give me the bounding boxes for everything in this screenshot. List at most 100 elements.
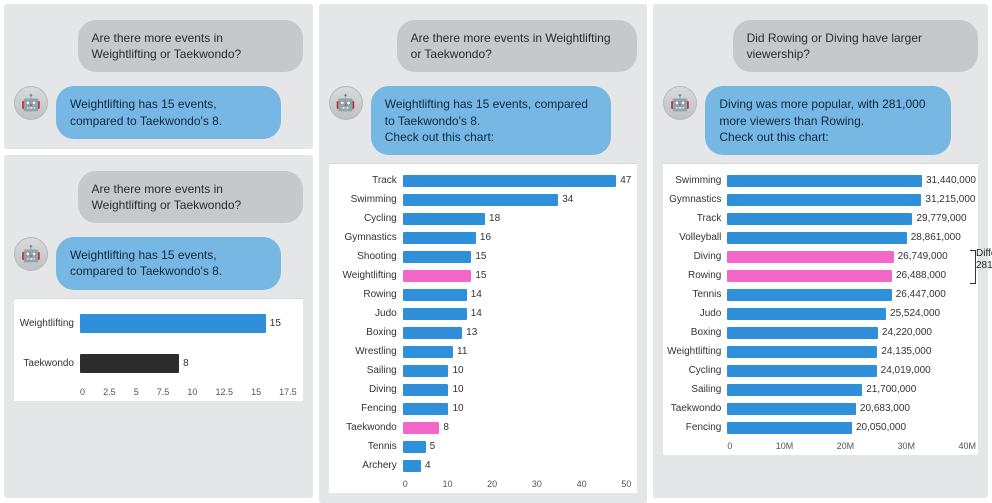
bar <box>727 251 893 264</box>
bar-row: Fencing 20,050,000 <box>665 419 976 437</box>
bar-value: 21,700,000 <box>866 384 916 395</box>
user-message: Are there more events in Weightlifting o… <box>78 20 303 72</box>
bar-row: Volleyball 28,861,000 <box>665 229 976 247</box>
bar <box>403 403 449 416</box>
user-message: Are there more events in Weightlifting o… <box>397 20 638 72</box>
bar-label: Tennis <box>331 441 403 452</box>
bar-value: 14 <box>471 308 482 319</box>
bar-value: 24,220,000 <box>882 327 932 338</box>
bar-row: Taekwondo 20,683,000 <box>665 400 976 418</box>
bar <box>403 251 472 264</box>
bar <box>727 327 878 340</box>
bar <box>727 289 891 302</box>
bar-value: 31,440,000 <box>926 175 976 186</box>
bar-row: Swimming 34 <box>331 191 632 209</box>
bar-value: 11 <box>457 346 467 357</box>
bar-label: Volleyball <box>665 232 727 243</box>
bar-label: Track <box>665 213 727 224</box>
bar-row: Weightlifting 15 <box>331 267 632 285</box>
bar-row: Gymnastics 16 <box>331 229 632 247</box>
bar-label: Weightlifting <box>331 270 403 281</box>
bar-row: Shooting 15 <box>331 248 632 266</box>
bar <box>727 384 862 397</box>
bot-avatar-icon: 🤖 <box>14 86 48 120</box>
bar-label: Sailing <box>665 384 727 395</box>
bar-value: 25,524,000 <box>890 308 940 319</box>
user-message: Did Rowing or Diving have larger viewers… <box>733 20 978 72</box>
bar-row: Fencing 10 <box>331 400 632 418</box>
bar-label: Taekwondo <box>665 403 727 414</box>
bar-row: Taekwondo 8 <box>16 347 297 381</box>
bar <box>727 232 906 245</box>
bar-label: Fencing <box>331 403 403 414</box>
bar <box>727 365 876 378</box>
bar <box>403 441 426 454</box>
bar-row: Rowing 14 <box>331 286 632 304</box>
events-chart-full: Track 47 Swimming 34 Cycling 18 Gymnasti… <box>329 163 638 493</box>
bar-value: 24,019,000 <box>881 365 931 376</box>
bar-value: 26,749,000 <box>898 251 948 262</box>
bar-row: Tennis 26,447,000 <box>665 286 976 304</box>
bar <box>727 346 877 359</box>
bar-row: Rowing 26,488,000 <box>665 267 976 285</box>
bar <box>727 308 886 321</box>
bar-value: 10 <box>452 403 463 414</box>
bar-value: 16 <box>480 232 491 243</box>
bar-value: 34 <box>562 194 573 205</box>
bar-row: Taekwondo 8 <box>331 419 632 437</box>
bar <box>403 289 467 302</box>
bar <box>727 422 852 435</box>
conversation-panel-2: Are there more events in Weightlifting o… <box>4 155 313 498</box>
bar-value: 13 <box>466 327 477 338</box>
bar-value: 20,683,000 <box>860 403 910 414</box>
bar <box>403 175 617 188</box>
conversation-panel-3: Are there more events in Weightlifting o… <box>319 4 648 503</box>
bar-row: Judo 25,524,000 <box>665 305 976 323</box>
bar-value: 4 <box>425 460 431 471</box>
bar-label: Gymnastics <box>665 194 727 205</box>
bar-row: Judo 14 <box>331 305 632 323</box>
x-axis: 02.557.51012.51517.5 <box>16 387 297 397</box>
bar-label: Rowing <box>331 289 403 300</box>
bar <box>403 422 440 435</box>
bar-row: Boxing 13 <box>331 324 632 342</box>
bar <box>727 175 922 188</box>
bar-value: 14 <box>471 289 482 300</box>
bar-value: 28,861,000 <box>911 232 961 243</box>
bar-row: Wrestling 11 <box>331 343 632 361</box>
bar-label: Swimming <box>331 194 403 205</box>
bar-value: 10 <box>452 384 463 395</box>
bar-label: Track <box>331 175 403 186</box>
bar-label: Boxing <box>665 327 727 338</box>
bar-row: Diving 10 <box>331 381 632 399</box>
bar-label: Judo <box>331 308 403 319</box>
bar-row: Archery 4 <box>331 457 632 475</box>
bar-value: 29,779,000 <box>916 213 966 224</box>
bar-label: Gymnastics <box>331 232 403 243</box>
bar-label: Diving <box>665 251 727 262</box>
viewership-chart: Swimming 31,440,000 Gymnastics 31,215,00… <box>663 163 978 455</box>
conversation-panel-4: Did Rowing or Diving have larger viewers… <box>653 4 988 498</box>
bar-row: Diving 26,749,000 <box>665 248 976 266</box>
bar-label: Rowing <box>665 270 727 281</box>
bot-message: Weightlifting has 15 events, compared to… <box>56 86 281 138</box>
bar-row: Weightlifting 24,135,000 <box>665 343 976 361</box>
bar <box>80 354 179 374</box>
bar-value: 20,050,000 <box>856 422 906 433</box>
bar <box>403 232 476 245</box>
conversation-panel-1: Are there more events in Weightlifting o… <box>4 4 313 149</box>
bar <box>80 314 266 334</box>
bar-value: 26,488,000 <box>896 270 946 281</box>
bar-label: Archery <box>331 460 403 471</box>
bar <box>403 460 421 473</box>
bar-value: 18 <box>489 213 500 224</box>
bar-label: Wrestling <box>331 346 403 357</box>
bot-avatar-icon: 🤖 <box>14 237 48 271</box>
bar-value: 15 <box>475 251 486 262</box>
bar-value: 15 <box>270 318 281 329</box>
bot-avatar-icon: 🤖 <box>329 86 363 120</box>
bar-label: Boxing <box>331 327 403 338</box>
bar-label: Taekwondo <box>16 358 80 369</box>
bar <box>727 213 912 226</box>
bar-value: 24,135,000 <box>881 346 931 357</box>
